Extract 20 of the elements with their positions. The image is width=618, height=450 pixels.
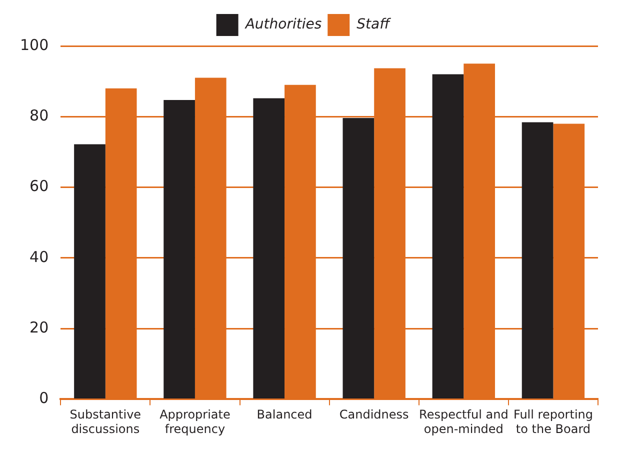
y-tick-label: 60 [30, 177, 49, 196]
x-tick-label: Full reporting to the Board [513, 408, 593, 436]
y-tick-label: 40 [30, 248, 49, 266]
legend-label: Authorities [244, 16, 322, 33]
x-tick-label: Candidness [339, 408, 409, 422]
bar [432, 74, 464, 398]
x-tick-label: Respectful and open-minded [419, 408, 508, 436]
x-tick-label: Balanced [256, 408, 312, 422]
x-tick-label: Appropriate frequency [160, 408, 230, 436]
bar [522, 122, 554, 398]
x-tick-label: Substantive discussions [70, 408, 142, 436]
y-tick-label: 80 [30, 106, 49, 125]
bar [164, 100, 195, 398]
y-tick-label: 0 [39, 389, 49, 408]
bar [342, 118, 374, 398]
bar [253, 98, 285, 398]
bar [74, 144, 106, 398]
y-tick-label: 100 [20, 36, 49, 54]
legend-label: Staff [356, 16, 392, 33]
y-tick-label: 20 [30, 318, 49, 336]
